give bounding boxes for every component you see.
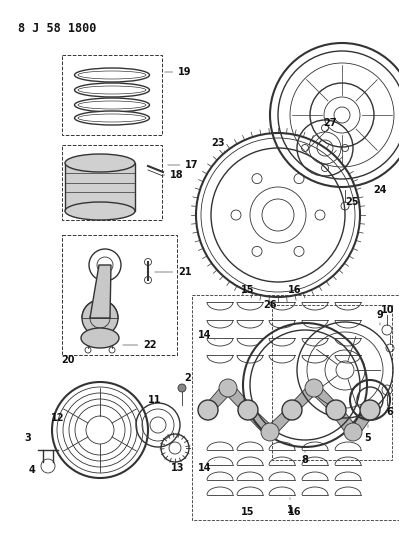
Ellipse shape	[75, 83, 150, 97]
Bar	[62, 145, 162, 220]
Ellipse shape	[78, 86, 146, 94]
Circle shape	[219, 379, 237, 397]
Circle shape	[344, 423, 362, 441]
Text: 11: 11	[148, 395, 162, 405]
Ellipse shape	[81, 328, 119, 348]
Ellipse shape	[75, 98, 150, 112]
Circle shape	[178, 384, 186, 392]
Text: 14: 14	[198, 460, 215, 473]
Polygon shape	[241, 410, 278, 432]
Text: 26: 26	[263, 300, 277, 310]
Text: 8: 8	[302, 450, 308, 465]
Circle shape	[261, 423, 279, 441]
Text: 23: 23	[211, 138, 225, 152]
Text: 8 J 58 1800: 8 J 58 1800	[18, 22, 97, 35]
Text: 6: 6	[387, 400, 393, 417]
Text: 14: 14	[198, 330, 215, 340]
Text: 13: 13	[171, 463, 185, 473]
Text: 15: 15	[241, 507, 255, 517]
Circle shape	[326, 400, 346, 420]
Ellipse shape	[75, 111, 150, 125]
Ellipse shape	[65, 202, 135, 220]
Bar	[62, 55, 162, 135]
Text: 7: 7	[352, 420, 358, 435]
Bar	[192, 295, 399, 520]
Text: 22: 22	[123, 340, 157, 350]
Text: 15: 15	[241, 285, 255, 295]
Text: 1: 1	[286, 498, 293, 515]
Text: 5: 5	[365, 425, 371, 443]
Text: 16: 16	[288, 285, 302, 295]
Ellipse shape	[65, 154, 135, 172]
Text: 12: 12	[51, 413, 65, 423]
Text: 4: 4	[29, 465, 36, 475]
Circle shape	[360, 400, 380, 420]
Text: 2: 2	[185, 373, 192, 383]
Text: 9: 9	[377, 310, 383, 325]
Polygon shape	[329, 410, 361, 432]
Bar	[272, 305, 392, 460]
Polygon shape	[220, 388, 255, 410]
Circle shape	[282, 400, 302, 420]
Text: 16: 16	[288, 507, 302, 517]
Ellipse shape	[78, 114, 146, 122]
Text: 10: 10	[381, 305, 395, 315]
Circle shape	[238, 400, 258, 420]
Polygon shape	[285, 388, 322, 410]
Text: 21: 21	[155, 267, 192, 277]
Circle shape	[198, 400, 218, 420]
Polygon shape	[90, 265, 111, 318]
Circle shape	[305, 379, 323, 397]
Text: 19: 19	[165, 67, 192, 77]
Text: 17: 17	[168, 160, 199, 170]
Text: 18: 18	[163, 170, 184, 180]
Bar	[62, 235, 177, 355]
Circle shape	[82, 300, 118, 336]
Text: 3: 3	[25, 433, 32, 443]
Ellipse shape	[75, 68, 150, 82]
Polygon shape	[306, 388, 343, 410]
Ellipse shape	[78, 101, 146, 109]
Text: 25: 25	[345, 197, 359, 207]
Polygon shape	[262, 410, 299, 432]
Ellipse shape	[78, 71, 146, 79]
Polygon shape	[345, 410, 377, 432]
Polygon shape	[201, 388, 236, 410]
Text: 24: 24	[368, 182, 387, 195]
Bar	[65, 163, 135, 211]
Text: 20: 20	[61, 355, 75, 365]
Text: 27: 27	[323, 118, 337, 128]
